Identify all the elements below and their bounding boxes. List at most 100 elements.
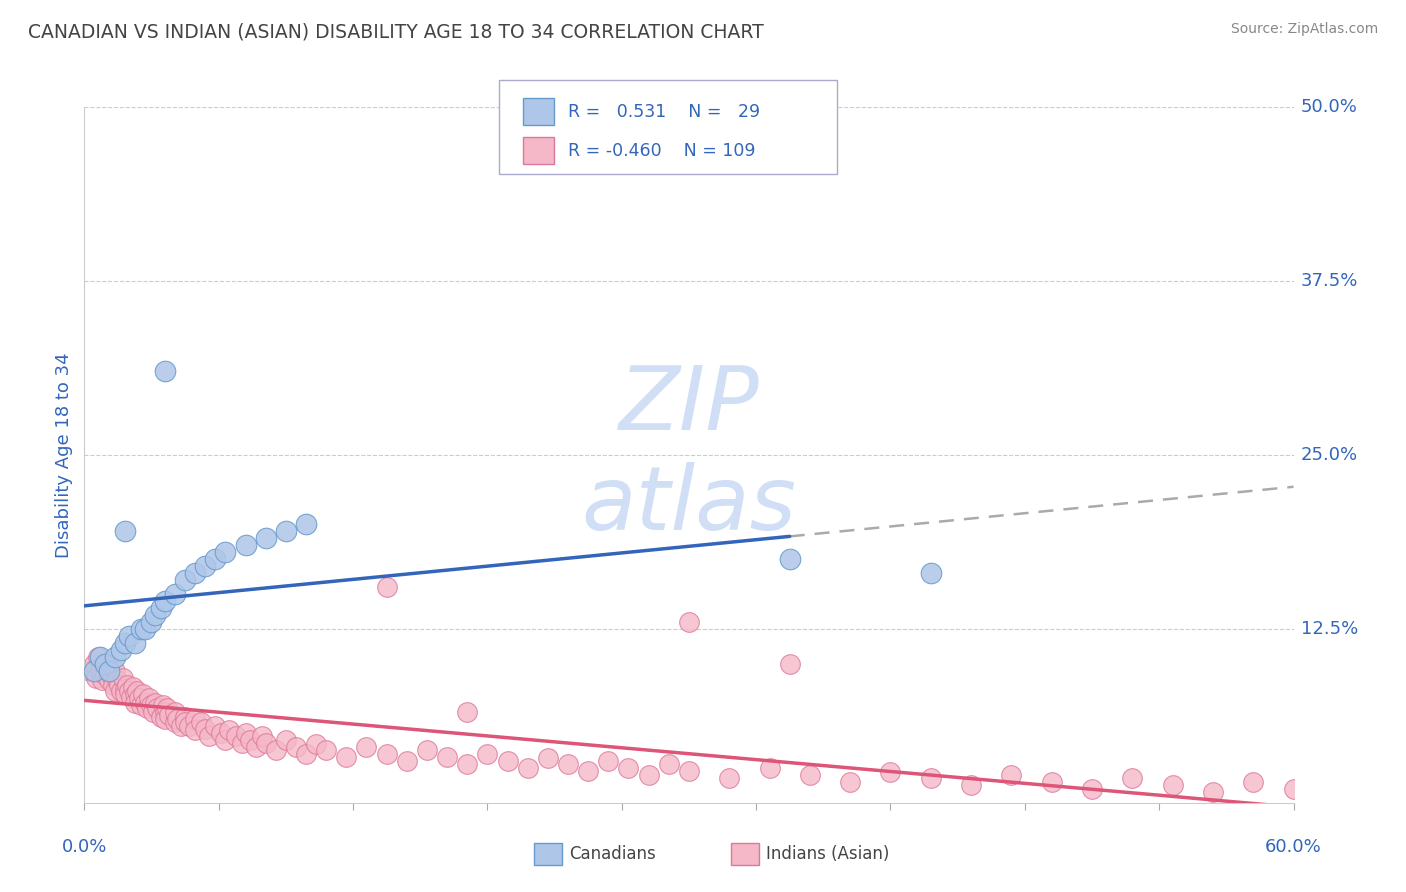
Point — [152, 698, 174, 713]
Text: 60.0%: 60.0% — [1265, 838, 1322, 856]
Point — [121, 681, 143, 695]
Point — [718, 771, 741, 785]
Point — [128, 691, 150, 706]
Point — [83, 664, 105, 678]
Point — [134, 696, 156, 710]
Point — [89, 649, 111, 664]
Point — [779, 657, 801, 671]
Point — [105, 673, 128, 688]
Point — [1040, 775, 1063, 789]
Point — [209, 726, 232, 740]
Point — [129, 622, 152, 636]
Point — [416, 743, 439, 757]
Point — [143, 607, 166, 622]
Point — [125, 684, 148, 698]
Point — [110, 642, 132, 657]
Point — [758, 761, 780, 775]
Point — [250, 729, 273, 743]
Point — [120, 690, 142, 704]
Point — [157, 708, 180, 723]
Point — [1282, 781, 1305, 796]
Point — [114, 681, 136, 696]
Point — [1000, 768, 1022, 782]
Point — [114, 524, 136, 539]
Point — [153, 594, 176, 608]
Point — [104, 664, 127, 678]
Point — [274, 733, 297, 747]
Point — [114, 687, 136, 701]
Point — [1161, 778, 1184, 792]
Point — [637, 768, 659, 782]
Point — [135, 701, 157, 715]
Point — [920, 771, 942, 785]
Point — [395, 754, 418, 768]
Point — [436, 750, 458, 764]
Point — [142, 706, 165, 720]
Point — [97, 664, 120, 678]
Text: R = -0.460    N = 109: R = -0.460 N = 109 — [568, 142, 755, 160]
Point — [678, 764, 700, 778]
Point — [118, 684, 141, 698]
Point — [225, 729, 247, 743]
Text: 12.5%: 12.5% — [1301, 620, 1358, 638]
Point — [356, 740, 378, 755]
Point — [134, 622, 156, 636]
Point — [204, 552, 226, 566]
Point — [920, 566, 942, 581]
Point — [129, 698, 152, 713]
Point — [456, 756, 478, 771]
Point — [138, 691, 160, 706]
Point — [214, 733, 236, 747]
Point — [139, 615, 162, 629]
Point — [146, 701, 169, 715]
Point — [658, 756, 681, 771]
Point — [799, 768, 821, 782]
Point — [184, 712, 207, 726]
Point — [598, 754, 620, 768]
Point — [111, 671, 134, 685]
Point — [496, 754, 519, 768]
Text: Source: ZipAtlas.com: Source: ZipAtlas.com — [1230, 22, 1378, 37]
Point — [97, 673, 120, 688]
Text: 25.0%: 25.0% — [1301, 446, 1358, 464]
Point — [83, 657, 105, 671]
Point — [139, 698, 162, 713]
Point — [93, 657, 115, 671]
Text: CANADIAN VS INDIAN (ASIAN) DISABILITY AGE 18 TO 34 CORRELATION CHART: CANADIAN VS INDIAN (ASIAN) DISABILITY AG… — [28, 22, 763, 41]
Point — [839, 775, 862, 789]
Point — [165, 715, 187, 730]
Point — [174, 573, 197, 587]
Text: 50.0%: 50.0% — [1301, 98, 1357, 116]
Point — [879, 765, 901, 780]
Point — [184, 723, 207, 738]
Point — [89, 664, 111, 678]
Point — [315, 743, 337, 757]
Point — [254, 736, 277, 750]
Point — [124, 636, 146, 650]
Point — [779, 552, 801, 566]
Point — [184, 566, 207, 581]
Point — [174, 709, 197, 723]
Point — [93, 657, 115, 671]
Point — [104, 649, 127, 664]
Point — [239, 733, 262, 747]
Point — [166, 712, 188, 726]
Point — [576, 764, 599, 778]
Point — [143, 696, 166, 710]
Point — [174, 715, 197, 730]
Text: R =   0.531    N =   29: R = 0.531 N = 29 — [568, 103, 761, 120]
Point — [149, 709, 172, 723]
Point — [1081, 781, 1104, 796]
Point — [114, 636, 136, 650]
Point — [91, 673, 114, 688]
Point — [104, 684, 127, 698]
Point — [190, 715, 212, 730]
Point — [204, 719, 226, 733]
Point — [245, 740, 267, 755]
Text: 0.0%: 0.0% — [62, 838, 107, 856]
Point — [165, 587, 187, 601]
Point — [295, 747, 318, 761]
Point — [93, 667, 115, 681]
Point — [678, 615, 700, 629]
Text: Canadians: Canadians — [569, 845, 657, 863]
